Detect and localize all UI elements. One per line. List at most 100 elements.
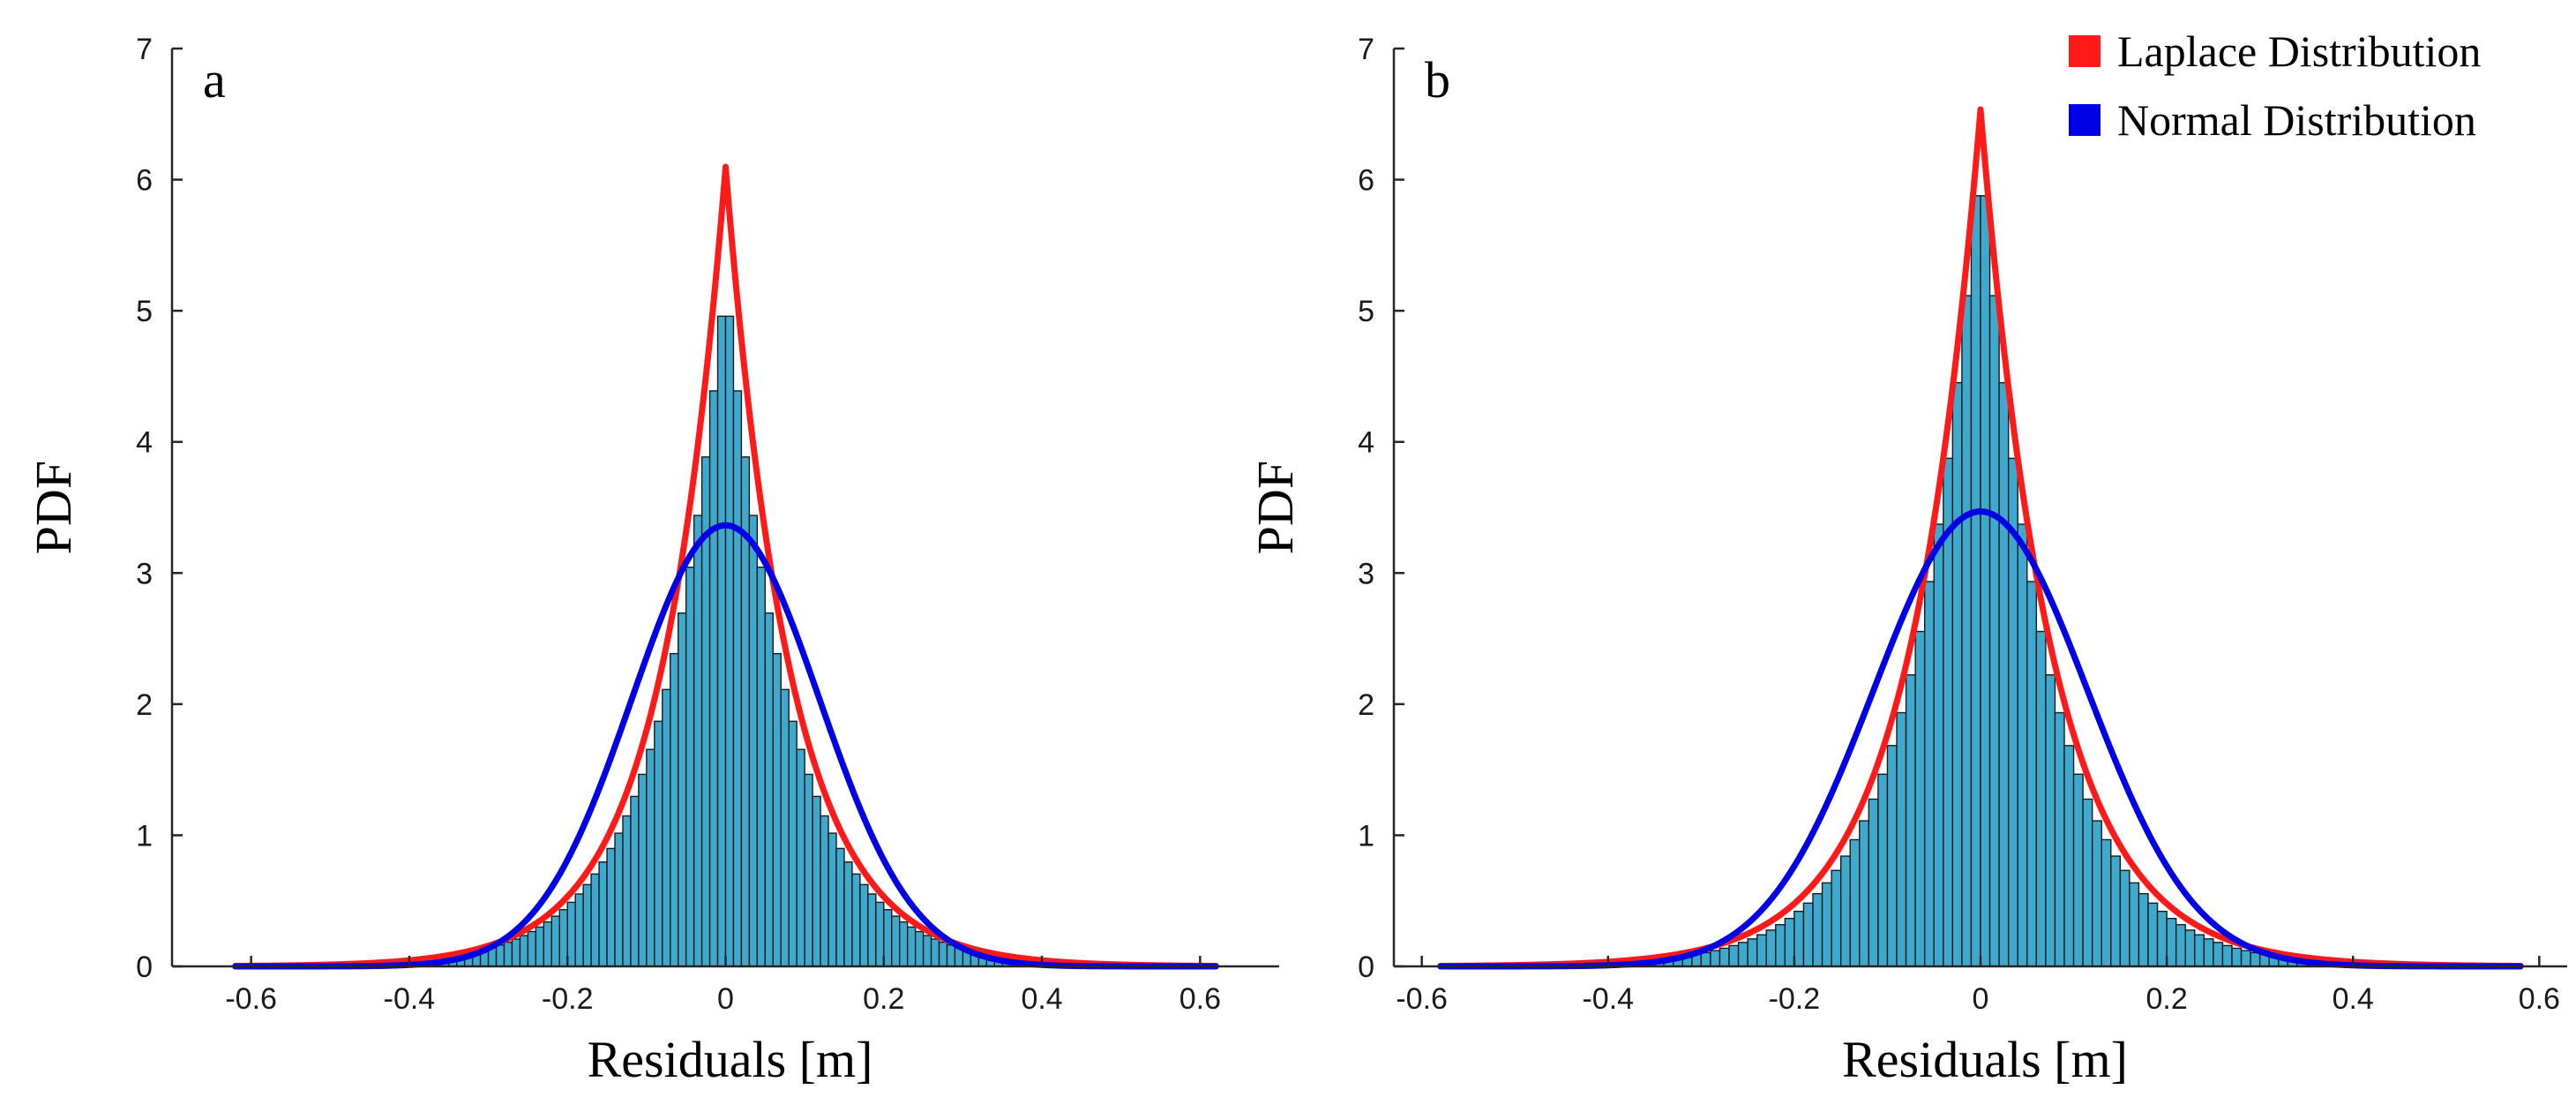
y-tick-label: 0 (136, 950, 153, 984)
histogram-bar (598, 861, 608, 967)
histogram-bar (693, 515, 703, 967)
histogram-bar (1923, 581, 1935, 967)
histogram-bar (891, 915, 901, 967)
histogram-bar (550, 915, 560, 967)
y-tick-label: 6 (136, 164, 153, 198)
histogram-bar (638, 773, 648, 967)
legend-label-normal: Normal Distribution (2117, 95, 2476, 145)
histogram-bar (2026, 581, 2038, 967)
histogram-bar (1877, 773, 1889, 967)
histogram-bar (1793, 910, 1805, 967)
histogram-bar (685, 567, 695, 967)
y-tick-label: 7 (1358, 33, 1374, 66)
histogram-bar (1859, 820, 1870, 967)
histogram-bar (1812, 892, 1823, 967)
y-tick-label: 3 (136, 557, 153, 590)
y-tick-label: 4 (136, 426, 153, 460)
y-tick-label: 0 (1358, 950, 1374, 984)
histogram-bar (1970, 195, 1981, 967)
histogram-bar (535, 926, 545, 967)
x-tick-label: 0.2 (2145, 982, 2187, 1016)
histogram-bar (2100, 838, 2112, 967)
histogram-bar (646, 748, 655, 967)
histogram-bar (2221, 944, 2233, 967)
histogram-bar (2017, 523, 2028, 967)
histogram-bar (899, 920, 909, 967)
histogram-bar (2119, 869, 2130, 967)
laplace-curve (232, 163, 1219, 970)
histogram-bar (804, 773, 813, 967)
histogram-bar (1784, 918, 1795, 967)
histogram-bar (780, 688, 790, 967)
histogram-bar (1775, 924, 1786, 967)
histogram-bar (503, 941, 513, 967)
histogram-bar (2203, 938, 2214, 967)
histogram-bar (495, 944, 505, 967)
histogram-bar (2045, 674, 2056, 967)
x-tick-label: 0 (1973, 982, 1989, 1016)
histogram-bar (843, 861, 853, 967)
x-tick-label: -0.6 (1396, 982, 1448, 1016)
histogram-bar (1719, 947, 1730, 967)
histogram-bar (1951, 381, 1963, 967)
x-tick-label: 0 (717, 982, 734, 1016)
histogram-bar (1747, 938, 1758, 967)
histogram-bar (1700, 951, 1711, 967)
histogram-bar (590, 873, 600, 967)
histogram-bar (2091, 820, 2102, 967)
histogram-bar (716, 315, 727, 967)
y-tick-label: 4 (1358, 426, 1374, 460)
histogram-bar (614, 832, 624, 967)
y-tick-label: 1 (1358, 819, 1374, 853)
x-tick-label: -0.4 (1582, 982, 1634, 1016)
y-axis-title: PDF (25, 461, 82, 554)
histogram-bar (2156, 910, 2168, 967)
histogram-bar (606, 847, 616, 967)
y-tick-label: 6 (1358, 164, 1374, 198)
histogram-bar (946, 944, 956, 967)
histogram-bar (1933, 523, 1944, 967)
y-tick-label: 5 (136, 295, 153, 328)
histogram-bar (511, 938, 521, 967)
legend-label-laplace: Laplace Distribution (2117, 26, 2481, 76)
x-tick-label: 0.4 (1021, 982, 1062, 1016)
histogram-bar (2035, 630, 2047, 967)
histogram-bar (662, 688, 671, 967)
histogram-bar (622, 815, 632, 967)
histogram-bar (2166, 918, 2177, 967)
histogram-bar (883, 909, 893, 967)
histogram-bar (2175, 924, 2186, 967)
panel-a: -0.6 -0.4 -0.2 0 0.2 0.4 0.6 0 1 2 3 4 5 6 7 Residuals … (25, 33, 1279, 1088)
histogram-bar (2063, 745, 2075, 967)
histogram-bar (1868, 798, 1879, 967)
histogram-bar (1988, 295, 2000, 967)
x-axis-title: Residuals [m] (1842, 1031, 2128, 1088)
histogram-bar (2231, 947, 2243, 967)
histogram-bar (2129, 882, 2140, 967)
histogram-bar (820, 815, 829, 967)
histogram-bar (519, 935, 529, 967)
histogram-bar (724, 315, 735, 967)
x-tick-label: -0.6 (225, 982, 277, 1016)
histogram-bar (1896, 711, 1907, 967)
histogram-bar (930, 938, 940, 967)
histogram-bar (922, 935, 932, 967)
histogram-bar (678, 612, 687, 967)
histogram-bar (1980, 195, 1991, 967)
histogram-bar (2184, 929, 2196, 967)
histogram-bar (2147, 902, 2159, 967)
histogram-bar (906, 926, 917, 967)
histogram-bar (2110, 855, 2122, 967)
histogram-bar (2138, 892, 2149, 967)
histogram-bar (764, 612, 774, 967)
histogram-bar (796, 748, 805, 967)
histogram-bar (812, 795, 821, 967)
histogram-bar (543, 920, 552, 967)
y-tick-label: 2 (1358, 688, 1374, 722)
histogram-bar (1839, 855, 1851, 967)
panel-label: b (1425, 51, 1450, 109)
histogram-bar (875, 901, 885, 967)
histogram-bar (851, 873, 861, 967)
histogram-bar (1710, 950, 1721, 967)
histogram-bar (2082, 798, 2093, 967)
